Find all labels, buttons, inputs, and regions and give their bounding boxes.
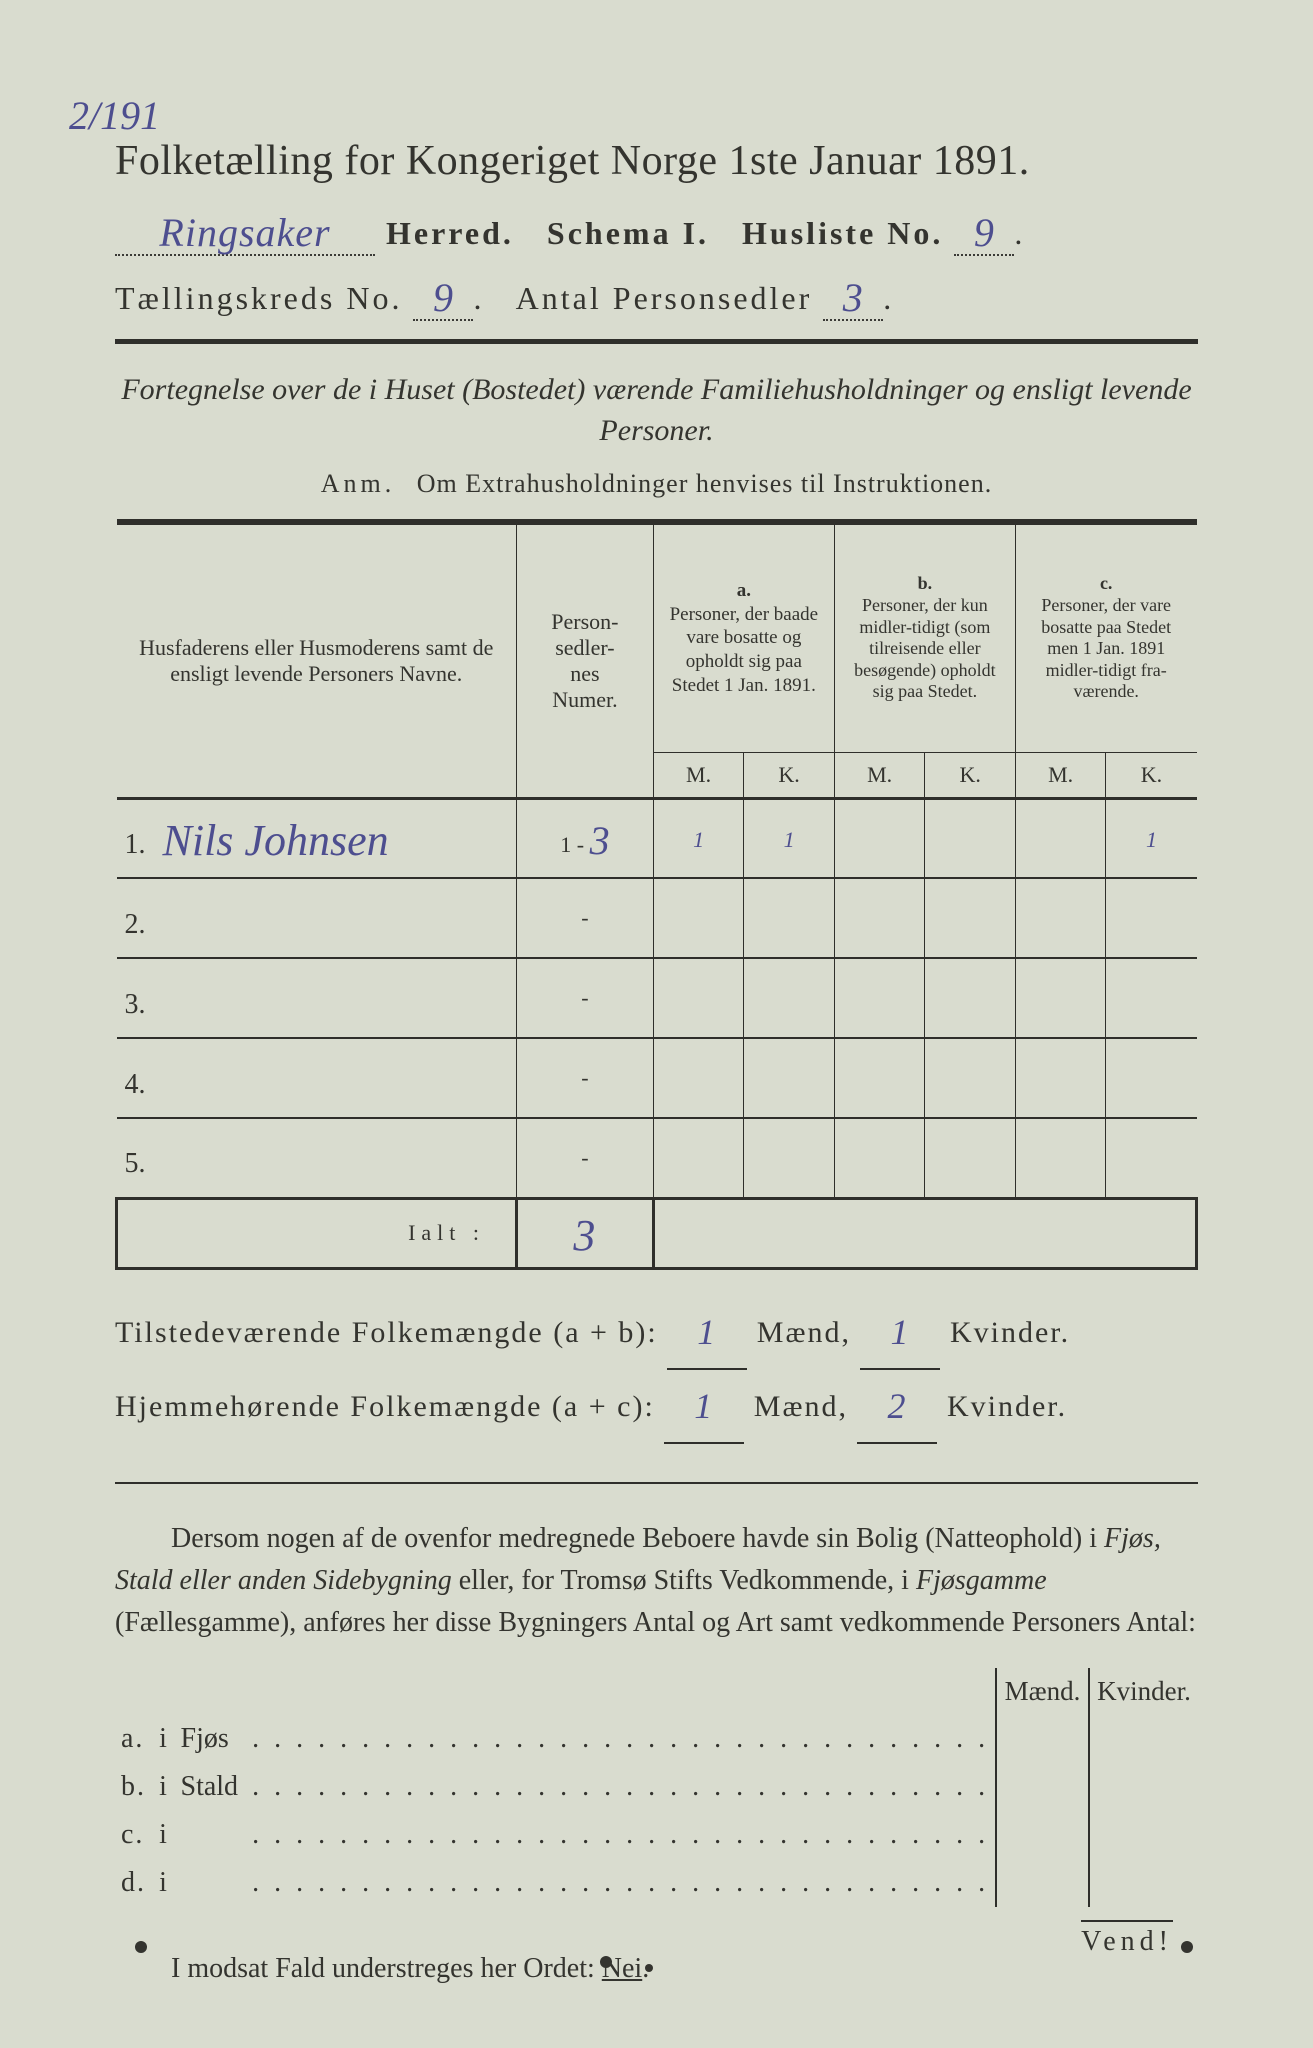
subtable-row: b.iStald. . . . . . . . . . . . . . . . … (115, 1763, 1198, 1811)
table-row: 5.- (117, 1118, 1197, 1198)
col-header-a: a. Personer, der baade vare bosatte og o… (653, 522, 834, 752)
page-title: Folketælling for Kongeriget Norge 1ste J… (115, 137, 1198, 185)
col-a-m: M. (653, 752, 744, 798)
ink-speck (600, 1956, 612, 1968)
group-a-key: a. (737, 580, 751, 601)
dot: . (883, 280, 894, 316)
col-header-c: c. Personer, der vare bosatte paa Stedet… (1015, 522, 1196, 752)
dot: . (1014, 215, 1025, 251)
annotation-note: Anm. Om Extrahusholdninger henvises til … (115, 469, 1198, 499)
ink-speck (135, 1941, 147, 1953)
totals-1-label: Tilstedeværende Folkemængde (a + b): (115, 1316, 658, 1349)
table-row: 3.- (117, 958, 1197, 1038)
col-header-b: b. Personer, der kun midler-tidigt (som … (834, 522, 1015, 752)
group-c-text: Personer, der vare bosatte paa Stedet me… (1041, 595, 1171, 701)
group-a-text: Personer, der baade vare bosatte og opho… (670, 604, 819, 696)
antal-label: Antal Personsedler (516, 280, 813, 316)
subtitle: Fortegnelse over de i Huset (Bostedet) v… (115, 370, 1198, 451)
herred-value: Ringsaker (159, 210, 330, 255)
anm-text: Om Extrahusholdninger henvises til Instr… (417, 469, 992, 498)
margin-annotation: 2/191 (69, 92, 1152, 139)
sub-maend: Mænd. (996, 1668, 1089, 1715)
kreds-value: 9 (433, 275, 454, 320)
subtable-row: d.i. . . . . . . . . . . . . . . . . . .… (115, 1859, 1198, 1907)
totals-1-k: 1 (860, 1296, 940, 1370)
totals-line-2: Hjemmehørende Folkemængde (a + c): 1 Mæn… (115, 1368, 1198, 1442)
header-line-2: Ringsaker Herred. Schema I. Husliste No.… (115, 207, 1198, 256)
kreds-label: Tællingskreds No. (115, 280, 402, 316)
instruction-paragraph: Dersom nogen af de ovenfor medregnede Be… (115, 1518, 1198, 1644)
divider (115, 1482, 1198, 1484)
document-page: 2/191 Folketælling for Kongeriget Norge … (0, 0, 1313, 2048)
totals-2-label: Hjemmehørende Folkemængde (a + c): (115, 1390, 655, 1423)
col-header-names: Husfaderens eller Husmoderens samt de en… (117, 522, 517, 798)
husliste-value: 9 (974, 210, 995, 255)
group-b-key: b. (918, 573, 933, 593)
table-row: 4.- (117, 1038, 1197, 1118)
ink-speck (645, 1964, 653, 1972)
herred-label: Herred. (386, 215, 514, 251)
subtable-row: a.iFjøs. . . . . . . . . . . . . . . . .… (115, 1715, 1198, 1763)
ink-speck (1181, 1941, 1193, 1953)
nei-line: I modsat Fald understreges her Ordet: Ne… (115, 1953, 1198, 1985)
schema-label: Schema I. (547, 215, 709, 251)
group-c-key: c. (1100, 573, 1113, 593)
para-t2: eller, for Tromsø Stifts Vedkommende, i (452, 1565, 916, 1596)
sub-kvinder: Kvinder. (1089, 1668, 1198, 1715)
maend-label: Mænd, (754, 1390, 848, 1423)
anm-lead: Anm. (321, 469, 396, 498)
header-line-3: Tællingskreds No. 9. Antal Personsedler … (115, 272, 1198, 321)
col-header-number: Person- sedler- nes Numer. (517, 522, 654, 798)
maend-label: Mænd, (757, 1316, 851, 1349)
totals-1-m: 1 (667, 1296, 747, 1370)
kvinder-label: Kvinder. (947, 1390, 1067, 1423)
kvinder-label: Kvinder. (950, 1316, 1070, 1349)
para-t3: (Fællesgamme), anføres her disse Bygning… (115, 1607, 1196, 1638)
para-i2: Fjøsgamme (916, 1565, 1047, 1596)
col-b-k: K. (925, 752, 1016, 798)
group-b-text: Personer, der kun midler-tidigt (som til… (854, 595, 995, 701)
totals-block: Tilstedeværende Folkemængde (a + b): 1 M… (115, 1294, 1198, 1442)
para-t1: Dersom nogen af de ovenfor medregnede Be… (171, 1523, 1104, 1554)
building-table: Mænd. Kvinder. a.iFjøs. . . . . . . . . … (115, 1668, 1198, 1907)
table-row: 2.- (117, 878, 1197, 958)
divider (115, 339, 1198, 344)
totals-2-k: 2 (857, 1370, 937, 1444)
husliste-label: Husliste No. (742, 215, 943, 251)
turn-over-label: Vend! (1081, 1920, 1173, 1958)
col-a-k: K. (744, 752, 835, 798)
col-c-k: K. (1106, 752, 1197, 798)
totals-2-m: 1 (664, 1370, 744, 1444)
col-c-m: M. (1015, 752, 1106, 798)
census-table: Husfaderens eller Husmoderens samt de en… (115, 519, 1198, 1270)
col-b-m: M. (834, 752, 925, 798)
subtable-row: c.i. . . . . . . . . . . . . . . . . . .… (115, 1811, 1198, 1859)
nei-text: I modsat Fald understreges her Ordet: (171, 1953, 602, 1984)
ialt-value: 3 (517, 1200, 654, 1270)
dot: . (473, 280, 484, 316)
antal-value: 3 (843, 275, 864, 320)
table-row: 1.Nils Johnsen1 - 3111 (117, 798, 1197, 878)
totals-line-1: Tilstedeværende Folkemængde (a + b): 1 M… (115, 1294, 1198, 1368)
ialt-label: Ialt : (117, 1198, 517, 1268)
